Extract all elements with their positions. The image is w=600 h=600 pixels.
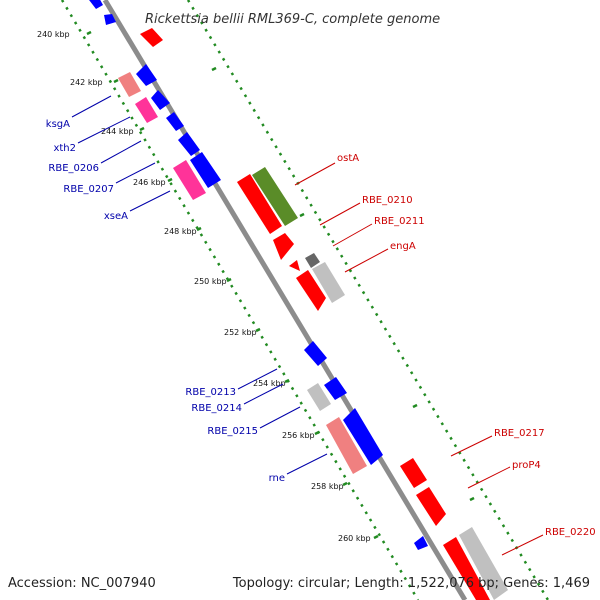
forward-strand-features	[140, 28, 508, 600]
gene-feature[interactable]	[289, 260, 300, 271]
gene-label-reverse[interactable]: RBE_0215	[207, 426, 258, 437]
tick-label: 258 kbp	[311, 482, 344, 491]
gene-feature[interactable]	[118, 72, 141, 97]
gene-feature[interactable]	[104, 14, 116, 25]
gene-feature[interactable]	[312, 262, 345, 303]
gene-label-forward[interactable]: RBE_0211	[374, 216, 425, 227]
genome-summary-text: Topology: circular; Length: 1,522,076 bp…	[232, 576, 590, 591]
gc-track-outer	[186, 0, 550, 600]
gene-feature[interactable]	[252, 167, 298, 226]
gene-feature[interactable]	[459, 527, 508, 600]
tick-label: 242 kbp	[70, 78, 103, 87]
gene-label-reverse[interactable]: RBE_0214	[191, 403, 242, 414]
gene-feature[interactable]	[324, 377, 347, 400]
gene-label-forward[interactable]: engA	[390, 241, 416, 252]
gene-feature[interactable]	[136, 64, 157, 86]
gene-feature[interactable]	[151, 90, 170, 110]
tick-label: 240 kbp	[37, 30, 70, 39]
gene-label-forward[interactable]: RBE_0220	[545, 527, 596, 538]
gene-feature[interactable]	[140, 28, 163, 47]
gene-feature[interactable]	[173, 160, 206, 200]
gene-feature[interactable]	[304, 341, 327, 366]
gene-label-forward[interactable]: proP4	[512, 460, 541, 471]
gene-feature[interactable]	[414, 536, 428, 550]
reverse-gene-labels: ksgA xth2 RBE_0206 RBE_0207 xseA RBE_021…	[46, 95, 328, 484]
gene-feature[interactable]	[400, 458, 427, 488]
gene-label-reverse[interactable]: xth2	[53, 143, 76, 154]
forward-gene-labels: ostA RBE_0210 RBE_0211 engA RBE_0217 pro…	[294, 153, 596, 556]
tick-label: 254 kbp	[253, 379, 286, 388]
gc-track-inner	[60, 0, 420, 600]
tick-label: 244 kbp	[101, 127, 134, 136]
gene-feature[interactable]	[86, 0, 103, 9]
tick-label: 260 kbp	[338, 534, 371, 543]
gene-feature[interactable]	[135, 97, 158, 123]
tick-label: 256 kbp	[282, 431, 315, 440]
gene-label-reverse[interactable]: RBE_0213	[185, 387, 236, 398]
gene-label-forward[interactable]: RBE_0217	[494, 428, 545, 439]
gene-feature[interactable]	[178, 132, 200, 156]
gene-feature[interactable]	[307, 383, 331, 411]
tick-labels: 240 kbp 242 kbp 244 kbp 246 kbp 248 kbp …	[37, 30, 371, 543]
gene-feature[interactable]	[305, 253, 320, 268]
tick-label: 252 kbp	[224, 328, 257, 337]
gene-feature[interactable]	[326, 417, 367, 474]
gene-label-reverse[interactable]: ksgA	[46, 119, 70, 130]
tick-label: 248 kbp	[164, 227, 197, 236]
gene-label-reverse[interactable]: xseA	[104, 211, 128, 222]
gene-label-reverse[interactable]: rne	[269, 473, 285, 484]
reverse-strand-features	[86, 0, 428, 550]
gene-feature[interactable]	[166, 112, 184, 131]
gene-feature[interactable]	[273, 233, 294, 260]
gene-feature[interactable]	[416, 487, 446, 526]
gene-feature[interactable]	[443, 537, 490, 600]
tick-label: 250 kbp	[194, 277, 227, 286]
gene-feature[interactable]	[343, 408, 383, 465]
gene-feature[interactable]	[296, 270, 326, 311]
tick-marks	[86, 30, 475, 540]
gene-label-reverse[interactable]: RBE_0206	[48, 163, 99, 174]
gene-label-reverse[interactable]: RBE_0207	[63, 184, 114, 195]
tick-label: 246 kbp	[133, 178, 166, 187]
map-title: Rickettsia bellii RML369-C, complete gen…	[145, 12, 440, 27]
gene-label-forward[interactable]: RBE_0210	[362, 195, 413, 206]
gene-label-forward[interactable]: ostA	[337, 153, 359, 164]
genome-backbone	[102, 0, 468, 600]
gene-feature[interactable]	[237, 174, 282, 234]
gene-feature[interactable]	[190, 152, 221, 188]
accession-text: Accession: NC_007940	[8, 576, 156, 591]
